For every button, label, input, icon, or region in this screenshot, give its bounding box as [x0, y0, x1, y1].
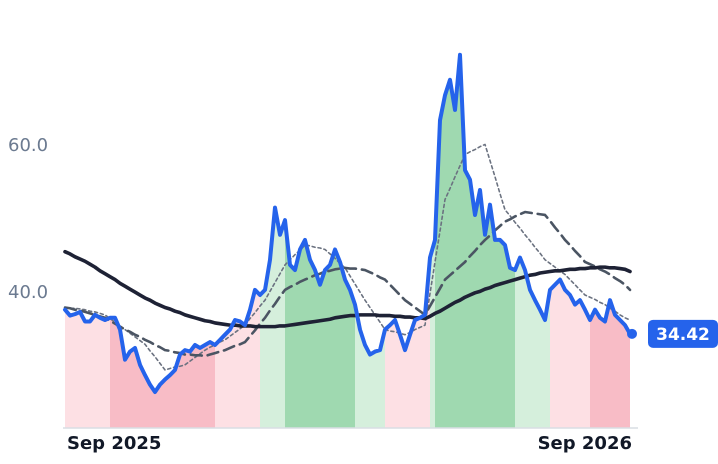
band [355, 54, 385, 428]
price-line [63, 52, 632, 395]
band [215, 54, 260, 428]
average-line [63, 210, 632, 358]
average-line [64, 143, 631, 371]
line-layer: 34.42 [63, 52, 718, 395]
y-tick-label: 60.0 [8, 135, 48, 156]
band [590, 54, 630, 428]
last-value-label: 34.42 [656, 325, 710, 345]
band [110, 54, 215, 428]
x-tick-label: Sep 2026 [538, 433, 632, 454]
band [550, 54, 590, 428]
band [65, 54, 110, 428]
label-layer: 40.0 60.0 Sep 2025 Sep 2026 [8, 135, 638, 454]
y-tick-label: 40.0 [8, 282, 48, 303]
band [285, 54, 355, 428]
last-point [627, 328, 637, 339]
x-tick-label: Sep 2025 [67, 433, 161, 454]
average-line [63, 249, 632, 329]
last-value-badge [648, 319, 718, 348]
band [385, 54, 430, 428]
